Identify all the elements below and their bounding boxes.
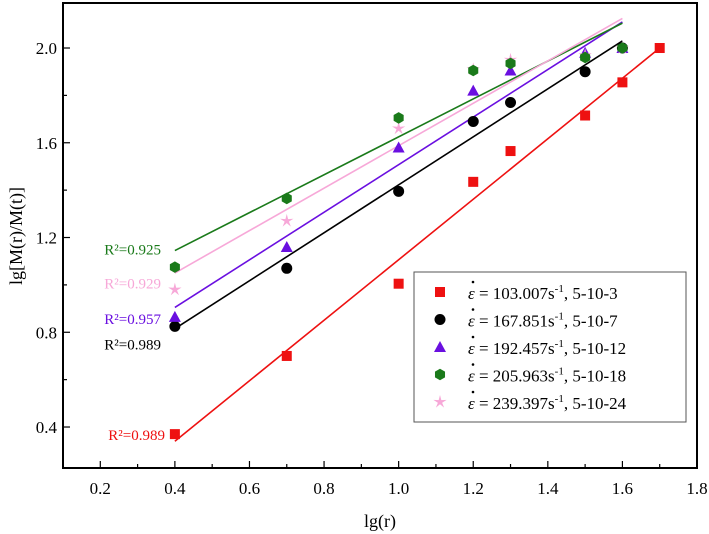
fit-line-5-10-3 xyxy=(174,47,661,442)
data-point-5-10-3 xyxy=(468,176,479,187)
data-point-5-10-18 xyxy=(580,51,591,64)
data-point-5-10-3 xyxy=(617,77,628,88)
legend-marker-5-10-24 xyxy=(433,395,447,408)
data-point-5-10-3 xyxy=(169,429,180,440)
legend-entry-5-10-7: ε = 167.851s-1, 5-10-7 xyxy=(468,311,618,331)
data-point-5-10-12 xyxy=(392,141,405,153)
fit-line-5-10-12 xyxy=(174,21,623,309)
legend-entry-5-10-24: ε = 239.397s-1, 5-10-24 xyxy=(468,393,627,413)
data-point-5-10-7 xyxy=(467,115,479,127)
data-point-5-10-3 xyxy=(393,278,404,289)
epsilon-dot xyxy=(471,308,475,311)
y-tick-label: 0.8 xyxy=(36,323,57,342)
legend-entry-5-10-18: ε = 205.963s-1, 5-10-18 xyxy=(468,366,626,386)
data-point-5-10-7 xyxy=(505,96,517,108)
epsilon-dot xyxy=(471,390,475,394)
r2-label-5-10-24: R²=0.929 xyxy=(104,276,161,292)
x-axis-label: lg(r) xyxy=(364,511,396,532)
data-point-5-10-24 xyxy=(391,121,406,135)
x-tick-label: 1.8 xyxy=(686,479,707,498)
data-point-5-10-7 xyxy=(169,320,181,332)
legend-marker-5-10-3 xyxy=(435,287,445,297)
data-point-5-10-18 xyxy=(505,57,516,70)
data-point-5-10-3 xyxy=(505,146,516,157)
y-axis-label: lg[M(r)/M(t)] xyxy=(6,187,27,285)
x-tick-label: 1.4 xyxy=(537,479,559,498)
data-point-5-10-12 xyxy=(504,64,517,76)
x-tick-label: 1.0 xyxy=(388,479,409,498)
data-point-5-10-18 xyxy=(169,261,180,273)
data-point-5-10-18 xyxy=(617,42,628,54)
data-point-5-10-12 xyxy=(168,310,181,322)
legend-marker-5-10-7 xyxy=(434,314,446,325)
x-tick-label: 1.2 xyxy=(463,479,484,498)
x-tick-label: 0.4 xyxy=(164,479,186,498)
plot-frame xyxy=(62,2,698,469)
legend-box xyxy=(413,271,687,423)
data-point-5-10-18 xyxy=(468,64,479,77)
data-point-5-10-7 xyxy=(579,66,591,78)
data-point-5-10-24 xyxy=(280,213,294,227)
y-tick-label: 1.6 xyxy=(36,134,57,153)
data-point-5-10-3 xyxy=(580,110,591,121)
legend-marker-5-10-12 xyxy=(434,341,446,352)
data-points xyxy=(168,41,665,440)
epsilon-dot xyxy=(471,363,475,366)
data-point-5-10-3 xyxy=(654,43,665,54)
legend-marker-5-10-18 xyxy=(434,368,446,381)
y-tick-label: 2.0 xyxy=(36,39,57,58)
data-point-5-10-24 xyxy=(168,282,182,296)
x-tick-label: 0.6 xyxy=(239,479,260,498)
data-point-5-10-18 xyxy=(281,192,292,205)
axes: 0.2 0.4 0.6 0.8 1.0 1.2 1.4 1.6 1.8 0.4 0.8 1.2 1.6 2… xyxy=(36,2,708,498)
legend-entry-5-10-12: ε = 192.457s-1, 5-10-12 xyxy=(468,338,626,358)
data-point-5-10-12 xyxy=(280,240,293,252)
fit-line-5-10-7 xyxy=(174,40,623,330)
data-point-5-10-18 xyxy=(393,112,404,124)
epsilon-dot xyxy=(471,280,475,284)
legend-entry-5-10-3: ε = 103.007s-1, 5-10-3 xyxy=(468,283,618,303)
r2-labels: R²=0.989 R²=0.989 R²=0.957 R²=0.925 R²=0.929 xyxy=(104,243,165,444)
epsilon-dot xyxy=(471,335,475,339)
y-tick-label: 1.2 xyxy=(36,229,57,248)
data-point-5-10-3 xyxy=(281,350,292,361)
r2-label-5-10-12: R²=0.957 xyxy=(104,312,161,328)
data-point-5-10-7 xyxy=(393,185,405,197)
data-point-5-10-7 xyxy=(281,262,293,274)
data-point-5-10-12 xyxy=(467,84,480,96)
r2-label-5-10-7: R²=0.989 xyxy=(104,337,161,353)
y-tick-label: 0.4 xyxy=(36,418,58,437)
x-tick-label: 0.8 xyxy=(313,479,334,498)
x-tick-label: 1.6 xyxy=(612,479,633,498)
x-tick-label: 0.2 xyxy=(90,479,111,498)
legend: ε = 103.007s-1, 5-10-3 ε = 167.851s-1, 5-… xyxy=(413,271,687,423)
r2-label-5-10-18: R²=0.925 xyxy=(104,243,161,259)
r2-label-5-10-3: R²=0.989 xyxy=(108,428,165,444)
